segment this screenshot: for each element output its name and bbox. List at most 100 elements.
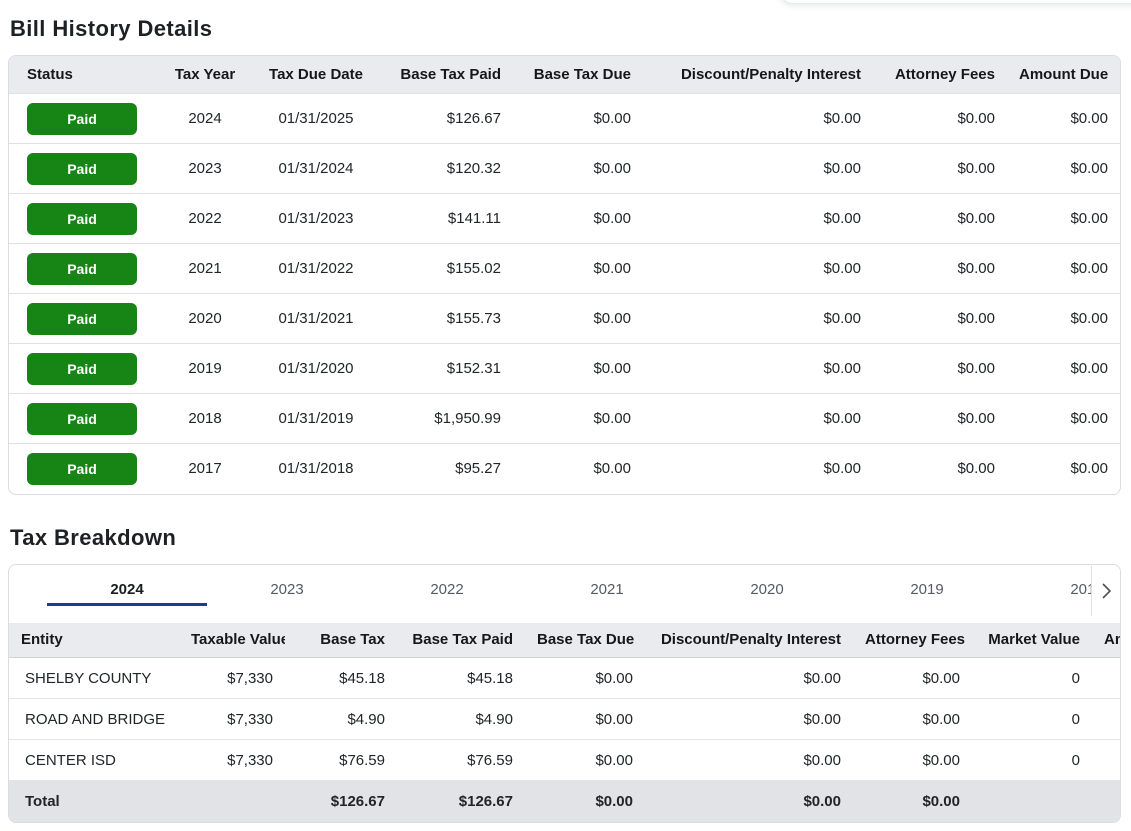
column-header-base-tax-paid: Base Tax Paid (397, 622, 525, 658)
tax-due-date-cell: 01/31/2021 (251, 293, 381, 344)
column-header-market-value: Market Value (972, 622, 1092, 658)
tax-year-cell: 2020 (159, 293, 251, 344)
base-tax-cell: $76.59 (285, 739, 397, 781)
column-header-base-tax: Base Tax (285, 622, 397, 658)
tax-year-cell: 2022 (159, 193, 251, 244)
attorney-fees-cell: $0.00 (873, 243, 1007, 294)
bill-history-row: Paid 2018 01/31/2019 $1,950.99 $0.00 $0.… (9, 393, 1120, 444)
base-tax-paid-cell: $155.73 (381, 293, 513, 344)
paid-status-badge[interactable]: Paid (27, 302, 137, 335)
base-tax-cell: $45.18 (285, 657, 397, 699)
tax-due-date-cell: 01/31/2020 (251, 343, 381, 394)
entity-cell: SHELBY COUNTY (9, 657, 179, 699)
next-tabs-button[interactable] (1091, 565, 1120, 616)
discount-penalty-interest-cell: $0.00 (643, 393, 873, 444)
attorney-fees-cell: $0.00 (853, 739, 972, 781)
amount-due-cell (1092, 698, 1120, 740)
tab-2023[interactable]: 2023 (270, 580, 304, 598)
amount-due-cell (1092, 657, 1120, 699)
paid-status-badge[interactable]: Paid (27, 252, 137, 285)
attorney-fees-cell: $0.00 (873, 443, 1007, 494)
partial-top-card (779, 0, 1131, 4)
amount-due-cell: $0.00 (1007, 343, 1120, 394)
bill-history-row: Paid 2017 01/31/2018 $95.27 $0.00 $0.00 … (9, 443, 1120, 494)
base-tax-paid-cell: $4.90 (397, 698, 525, 740)
discount-penalty-interest-cell: $0.00 (645, 657, 853, 699)
amount-due-cell: $0.00 (1007, 393, 1120, 444)
base-tax-due-cell: $0.00 (513, 143, 643, 194)
amount-due-cell: $0.00 (1007, 93, 1120, 144)
total-base-tax-paid: $126.67 (397, 780, 525, 822)
column-header-attorney-fees: Attorney Fees (873, 56, 1007, 94)
attorney-fees-cell: $0.00 (873, 293, 1007, 344)
base-tax-due-cell: $0.00 (525, 657, 645, 699)
base-tax-due-cell: $0.00 (513, 443, 643, 494)
amount-due-cell: $0.00 (1007, 293, 1120, 344)
market-value-cell: 0 (972, 657, 1092, 699)
base-tax-paid-cell: $120.32 (381, 143, 513, 194)
tab-2022[interactable]: 2022 (430, 580, 464, 598)
discount-penalty-interest-cell: $0.00 (643, 443, 873, 494)
tab-2019[interactable]: 2019 (910, 580, 944, 598)
bill-history-row: Paid 2022 01/31/2023 $141.11 $0.00 $0.00… (9, 193, 1120, 244)
bill-history-table: Status Tax Year Tax Due Date Base Tax Pa… (9, 56, 1120, 494)
column-header-amount-due: Amount Due (1092, 622, 1120, 658)
base-tax-paid-cell: $95.27 (381, 443, 513, 494)
total-base-tax-due: $0.00 (525, 780, 645, 822)
paid-status-badge[interactable]: Paid (27, 102, 137, 135)
tax-breakdown-header-row: Entity Taxable Value Base Tax Base Tax P… (9, 622, 1120, 658)
tax-breakdown-card: 2024 2023 2022 2021 2020 2019 2018 Entit… (8, 563, 1121, 823)
tax-due-date-cell: 01/31/2023 (251, 193, 381, 244)
discount-penalty-interest-cell: $0.00 (643, 93, 873, 144)
total-label: Total (9, 780, 179, 822)
tax-breakdown-row: CENTER ISD $7,330 $76.59 $76.59 $0.00 $0… (9, 739, 1120, 781)
tab-2024[interactable]: 2024 (47, 565, 207, 623)
base-tax-due-cell: $0.00 (525, 739, 645, 781)
taxable-value-cell: $7,330 (179, 657, 285, 699)
discount-penalty-interest-cell: $0.00 (643, 193, 873, 244)
amount-due-cell (1092, 739, 1120, 781)
discount-penalty-interest-cell: $0.00 (643, 293, 873, 344)
paid-status-badge[interactable]: Paid (27, 452, 137, 485)
attorney-fees-cell: $0.00 (873, 93, 1007, 144)
discount-penalty-interest-cell: $0.00 (643, 243, 873, 294)
base-tax-due-cell: $0.00 (513, 93, 643, 144)
paid-status-badge[interactable]: Paid (27, 202, 137, 235)
column-header-taxable-value: Taxable Value (179, 622, 285, 658)
discount-penalty-interest-cell: $0.00 (645, 739, 853, 781)
tab-2021[interactable]: 2021 (590, 580, 624, 598)
base-tax-due-cell: $0.00 (513, 343, 643, 394)
column-header-discount-penalty-interest: Discount/Penalty Interest (643, 56, 873, 94)
total-base-tax: $126.67 (285, 780, 397, 822)
tax-breakdown-total-row: Total $126.67 $126.67 $0.00 $0.00 $0.00 (9, 780, 1120, 822)
attorney-fees-cell: $0.00 (873, 393, 1007, 444)
tax-year-cell: 2018 (159, 393, 251, 444)
bill-history-header-row: Status Tax Year Tax Due Date Base Tax Pa… (9, 56, 1120, 94)
paid-status-badge[interactable]: Paid (27, 352, 137, 385)
column-header-discount-penalty-interest: Discount/Penalty Interest (645, 622, 853, 658)
tax-year-cell: 2019 (159, 343, 251, 394)
total-market-value (972, 780, 1092, 822)
bill-history-title: Bill History Details (10, 16, 213, 41)
attorney-fees-cell: $0.00 (853, 657, 972, 699)
tax-year-tabstrip: 2024 2023 2022 2021 2020 2019 2018 (9, 564, 1120, 623)
taxable-value-cell: $7,330 (179, 698, 285, 740)
tab-2020[interactable]: 2020 (750, 580, 784, 598)
paid-status-badge[interactable]: Paid (27, 402, 137, 435)
paid-status-badge[interactable]: Paid (27, 152, 137, 185)
amount-due-cell: $0.00 (1007, 243, 1120, 294)
market-value-cell: 0 (972, 739, 1092, 781)
bill-history-row: Paid 2020 01/31/2021 $155.73 $0.00 $0.00… (9, 293, 1120, 344)
market-value-cell: 0 (972, 698, 1092, 740)
base-tax-cell: $4.90 (285, 698, 397, 740)
tax-due-date-cell: 01/31/2022 (251, 243, 381, 294)
base-tax-paid-cell: $76.59 (397, 739, 525, 781)
base-tax-due-cell: $0.00 (513, 243, 643, 294)
column-header-tax-due-date: Tax Due Date (251, 56, 381, 94)
entity-cell: ROAD AND BRIDGE (9, 698, 179, 740)
bill-history-row: Paid 2019 01/31/2020 $152.31 $0.00 $0.00… (9, 343, 1120, 394)
tax-year-cell: 2024 (159, 93, 251, 144)
column-header-base-tax-due: Base Tax Due (513, 56, 643, 94)
tax-breakdown-row: ROAD AND BRIDGE $7,330 $4.90 $4.90 $0.00… (9, 698, 1120, 740)
tax-breakdown-table: Entity Taxable Value Base Tax Base Tax P… (9, 622, 1120, 822)
